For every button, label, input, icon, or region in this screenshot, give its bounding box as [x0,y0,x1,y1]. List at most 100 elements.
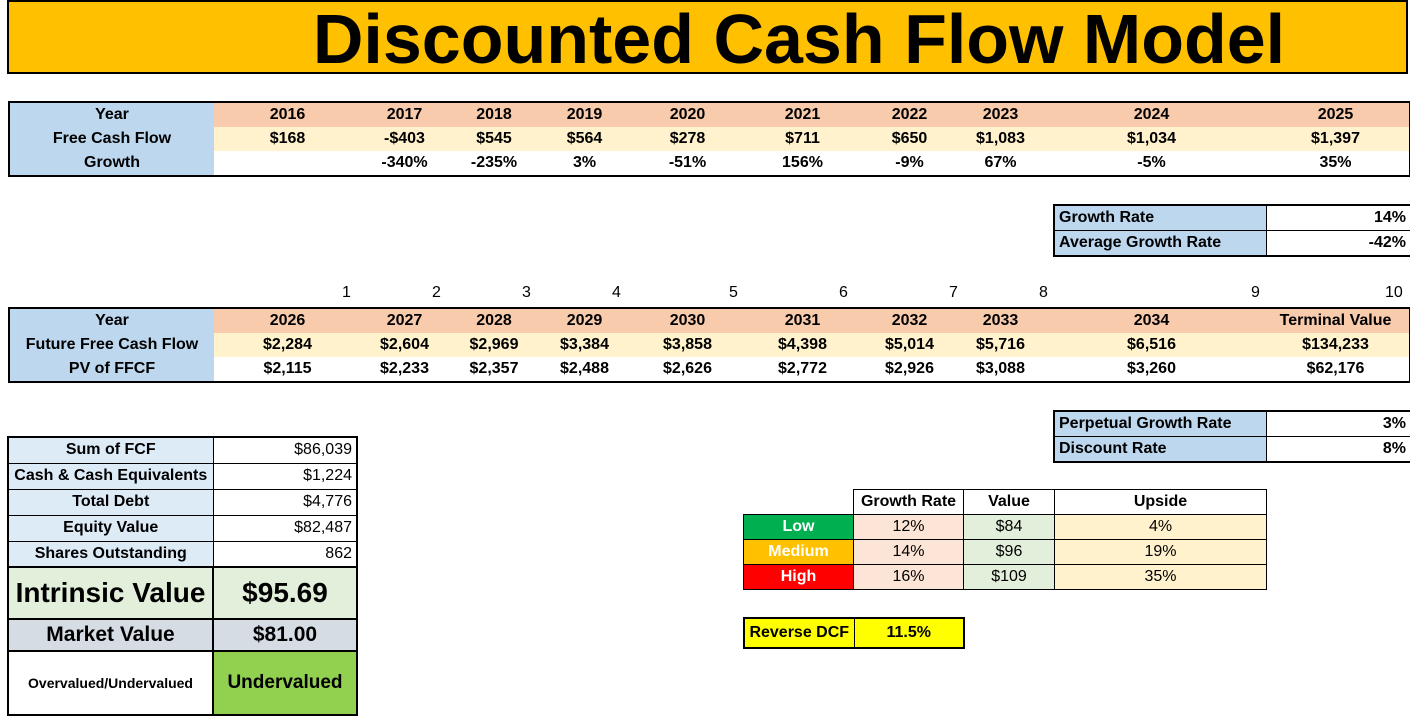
year-cell: 2020 [629,102,746,127]
pv-row: PV of FFCF $2,115 $2,233 $2,357 $2,488 $… [9,357,1410,382]
scenario-row-low: Low 12% $84 4% [743,514,1267,540]
historical-year-row: Year 2016 2017 2018 2019 2020 2021 2022 … [9,102,1410,127]
ffcf-cell[interactable]: $2,284 [214,333,361,357]
year-cell: 2016 [214,102,361,127]
scenario-low-label: Low [743,514,854,540]
growth-cell: 156% [782,154,823,171]
valuation-status[interactable]: Undervalued [212,650,358,716]
ffcf-cell[interactable]: $2,604 [361,333,448,357]
reverse-dcf-label: Reverse DCF [744,618,855,648]
growth-rate-label: Growth Rate [1053,204,1267,231]
ffcf-cell[interactable]: $3,858 [629,333,746,357]
period-index: 5 [729,284,738,301]
period-index: 2 [432,284,441,301]
year-cell: 2032 [859,308,960,333]
market-value[interactable]: $81.00 [212,618,358,652]
ffcf-cell[interactable]: $3,384 [540,333,629,357]
fcf-cell[interactable]: -$403 [361,127,448,151]
growth-row: Growth -340% -235% 3% -51% 156% -9% 67% … [9,151,1410,176]
intrinsic-value[interactable]: $95.69 [212,566,358,620]
year-cell: 2026 [214,308,361,333]
growth-cell: -235% [470,154,518,171]
period-index: 7 [949,284,958,301]
fcf-cell[interactable]: $1,397 [1262,127,1410,151]
year-cell: 2024 [1041,102,1262,127]
ffcf-cell[interactable]: $6,516 [1041,333,1262,357]
fcf-cell[interactable]: $1,083 [960,127,1041,151]
growth-cell [214,151,361,176]
year-cell: 2031 [746,308,859,333]
projection-year-row: Year 2026 2027 2028 2029 2030 2031 2032 … [9,308,1410,333]
fcf-cell[interactable]: $650 [859,127,960,151]
year-cell: 2018 [448,102,540,127]
fcf-label: Free Cash Flow [9,127,214,151]
perpetual-growth-label: Perpetual Growth Rate [1053,410,1267,437]
scenario-medium-growth[interactable]: 14% [853,539,964,565]
year-cell: 2023 [960,102,1041,127]
title-banner [7,0,1408,74]
scenario-low-upside[interactable]: 4% [1054,514,1267,540]
ffcf-row: Future Free Cash Flow $2,284 $2,604 $2,9… [9,333,1410,357]
fcf-cell[interactable]: $1,034 [1041,127,1262,151]
cash-value[interactable]: $1,224 [212,462,358,490]
growth-cell: 35% [1319,154,1352,171]
pv-cell[interactable]: $3,260 [1127,360,1176,377]
equity-value-label: Equity Value [7,514,214,542]
discount-rate-value[interactable]: 8% [1265,436,1410,463]
year-cell: 2030 [629,308,746,333]
sens-upside-header: Upside [1054,489,1267,515]
reverse-dcf-value[interactable]: 11.5% [854,618,964,648]
avg-growth-value[interactable]: -42% [1265,230,1410,257]
scenario-row-medium: Medium 14% $96 19% [743,539,1267,565]
pv-cell[interactable]: $2,488 [560,360,609,377]
year-header: Year [9,102,214,127]
period-index: 10 [1385,284,1403,301]
pv-cell[interactable]: $2,772 [778,360,827,377]
year-cell: 2025 [1262,102,1410,127]
growth-rate-value[interactable]: 14% [1265,204,1410,231]
sum-fcf-label: Sum of FCF [7,436,214,464]
year-cell: 2021 [746,102,859,127]
equity-value-value[interactable]: $82,487 [212,514,358,542]
scenario-high-growth[interactable]: 16% [853,564,964,590]
scenario-low-growth[interactable]: 12% [853,514,964,540]
pv-cell[interactable]: $2,926 [885,360,934,377]
fcf-cell[interactable]: $278 [629,127,746,151]
pv-cell[interactable]: $2,626 [663,360,712,377]
pv-cell[interactable]: $3,088 [976,360,1025,377]
period-index: 1 [342,284,351,301]
fcf-cell[interactable]: $545 [448,127,540,151]
ffcf-cell[interactable]: $4,398 [746,333,859,357]
sens-value-header: Value [963,489,1055,515]
period-index: 9 [1251,284,1260,301]
scenario-medium-label: Medium [743,539,854,565]
scenario-medium-upside[interactable]: 19% [1054,539,1267,565]
perpetual-growth-value[interactable]: 3% [1265,410,1410,437]
pv-cell[interactable]: $62,176 [1306,360,1365,377]
ffcf-cell[interactable]: $5,014 [859,333,960,357]
ffcf-cell[interactable]: $134,233 [1262,333,1410,357]
shares-outstanding-value[interactable]: 862 [212,540,358,568]
scenario-low-value[interactable]: $84 [963,514,1055,540]
scenario-high-value[interactable]: $109 [963,564,1055,590]
year-cell: 2028 [448,308,540,333]
sensitivity-header-row: Growth Rate Value Upside [743,489,1267,515]
fcf-cell[interactable]: $168 [214,127,361,151]
total-debt-value[interactable]: $4,776 [212,488,358,516]
fcf-cell[interactable]: $564 [540,127,629,151]
sum-fcf-value[interactable]: $86,039 [212,436,358,464]
growth-cell: -51% [668,154,707,171]
pv-cell[interactable]: $2,115 [263,360,312,377]
pv-cell[interactable]: $2,357 [469,360,519,377]
ffcf-cell[interactable]: $5,716 [960,333,1041,357]
rates-box: Perpetual Growth Rate 3% Discount Rate 8… [1053,410,1410,463]
scenario-high-upside[interactable]: 35% [1054,564,1267,590]
pv-cell[interactable]: $2,233 [380,360,429,377]
sens-growth-header: Growth Rate [853,489,964,515]
shares-outstanding-label: Shares Outstanding [7,540,214,568]
period-index: 4 [612,284,621,301]
year-cell: 2033 [960,308,1041,333]
fcf-cell[interactable]: $711 [746,127,859,151]
ffcf-cell[interactable]: $2,969 [448,333,540,357]
scenario-medium-value[interactable]: $96 [963,539,1055,565]
